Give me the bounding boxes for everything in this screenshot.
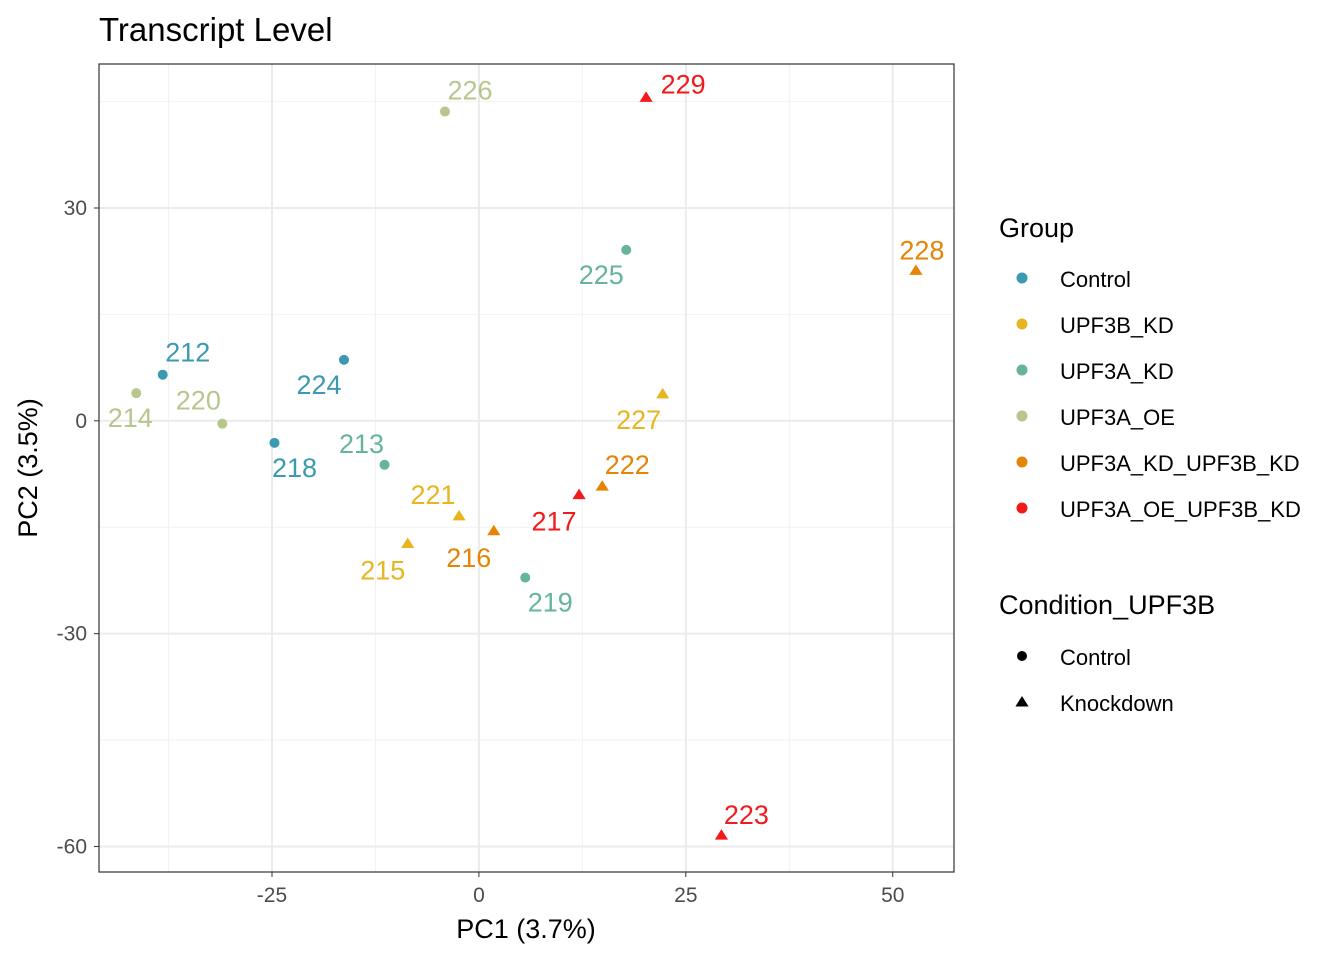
point-label-213: 213 (339, 429, 384, 459)
plot-panel: -25 0 25 50 -60 -30 0 30 212 214 220 224 218 213 221 21… (57, 63, 955, 907)
legend-key-UPF3B_KD (1016, 318, 1028, 330)
legend-label-UPF3B_KD: UPF3B_KD (1060, 313, 1174, 338)
point-227 (656, 387, 670, 399)
point-222 (595, 480, 609, 491)
point-224 (338, 354, 349, 365)
point-label-228: 228 (899, 235, 944, 265)
legend-label-Knockdown: Knockdown (1060, 691, 1174, 716)
point-label-227: 227 (616, 405, 661, 435)
panel-background (99, 64, 954, 872)
point-label-229: 229 (661, 69, 706, 99)
point-215 (401, 537, 415, 549)
y-tick-label: -60 (57, 835, 87, 858)
legend-key-Knockdown (1015, 696, 1029, 707)
point-212 (157, 369, 168, 380)
legend-label-UPF3A_OE: UPF3A_OE (1060, 405, 1175, 430)
point-label-223: 223 (724, 800, 769, 830)
y-tick-label: 0 (75, 410, 87, 433)
point-219 (520, 572, 531, 583)
x-tick-label: 25 (674, 884, 697, 907)
legend-key-Control (1016, 272, 1028, 284)
point-220 (217, 418, 228, 429)
x-tick-label: 0 (473, 884, 485, 907)
point-216 (487, 524, 501, 536)
x-tick-label: -25 (257, 884, 287, 907)
point-label-214: 214 (108, 403, 153, 433)
point-218 (269, 437, 280, 448)
point-228 (909, 264, 923, 275)
point-label-212: 212 (165, 338, 210, 368)
point-213 (379, 459, 390, 470)
point-221 (452, 509, 466, 521)
legend-label-Control: Control (1060, 645, 1131, 670)
legend-key-UPF3A_KD (1016, 364, 1028, 376)
legend-key-UPF3A_OE (1016, 410, 1028, 422)
point-225 (621, 244, 632, 255)
point-label-220: 220 (176, 386, 221, 416)
point-label-217: 217 (532, 507, 577, 537)
legend-label-UPF3A_KD: UPF3A_KD (1060, 359, 1174, 384)
point-label-216: 216 (446, 543, 491, 573)
group-legend-title: Group (999, 213, 1074, 243)
x-axis-label: PC1 (3.7%) (456, 914, 596, 944)
point-217 (572, 488, 586, 500)
y-axis-label: PC2 (3.5%) (13, 398, 43, 538)
point-label-221: 221 (411, 480, 456, 510)
shape-legend-title: Condition_UPF3B (999, 590, 1215, 620)
point-label-225: 225 (579, 260, 624, 290)
point-226 (439, 106, 450, 117)
point-214 (131, 388, 142, 399)
point-label-219: 219 (528, 588, 573, 618)
point-label-226: 226 (447, 76, 492, 106)
legend-label-Control: Control (1060, 267, 1131, 292)
y-tick-label: 30 (64, 197, 87, 220)
point-label-222: 222 (605, 450, 650, 480)
point-label-224: 224 (296, 370, 341, 400)
legend-key-Control (1017, 651, 1027, 661)
legend-label-UPF3A_KD_UPF3B_KD: UPF3A_KD_UPF3B_KD (1060, 451, 1300, 476)
legend-key-UPF3A_OE_UPF3B_KD (1016, 502, 1028, 514)
legend-key-UPF3A_KD_UPF3B_KD (1016, 456, 1028, 468)
point-label-215: 215 (360, 556, 405, 586)
legend-label-UPF3A_OE_UPF3B_KD: UPF3A_OE_UPF3B_KD (1060, 497, 1301, 522)
legend: Group Condition_UPF3B Control UPF3B_KD UPF… (999, 213, 1301, 716)
point-229 (639, 91, 653, 102)
y-tick-label: -30 (57, 623, 87, 646)
x-tick-label: 50 (881, 884, 904, 907)
point-label-218: 218 (272, 453, 317, 483)
chart-title: Transcript Level (99, 11, 333, 48)
point-223 (714, 829, 729, 840)
panel-border (98, 63, 955, 873)
